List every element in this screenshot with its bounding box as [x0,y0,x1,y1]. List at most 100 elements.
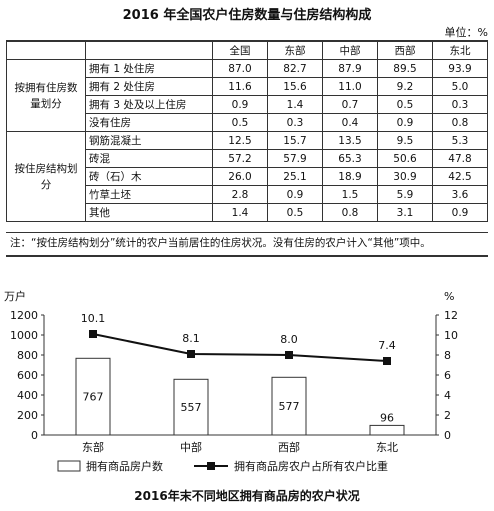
y-tick-label: 0 [31,429,38,442]
x-tick-label: 西部 [278,440,300,454]
table-row: 没有住房 0.5 0.3 0.4 0.9 0.8 [7,113,488,132]
ratio-point [285,351,293,359]
column-header: 东北 [432,40,488,60]
row-label: 拥有 2 处住房 [85,77,213,96]
table-title: 2016 年全国农户住房数量与住房结构构成 [122,8,372,23]
table-cell: 15.7 [267,131,323,150]
table-cell: 82.7 [267,59,323,78]
group-label: 按住房结构划分 [6,131,86,222]
table-cell: 2.8 [212,185,268,204]
table-cell: 12.5 [212,131,268,150]
y-axis-label: 万户 [4,289,26,303]
chart-axes: 万户 % 0 200 400 600 800 1000 1200 0 2 4 6 8 10 12 东部 中部 西部 东… [4,289,458,454]
table-cell: 87.9 [322,59,378,78]
row-label: 其他 [85,203,213,222]
table-cell: 42.5 [432,167,488,186]
bar [173,378,209,436]
bar [369,424,405,436]
legend-line-marker [207,462,215,470]
table-cell: 5.3 [432,131,488,150]
table-row: 砖混 57.2 57.9 65.3 50.6 47.8 [7,149,488,168]
y2-tick-label: 2 [444,409,451,422]
y2-axis-label: % [444,290,454,303]
x-tick-label: 东北 [376,441,398,454]
row-label: 没有住房 [85,113,213,132]
table-cell: 0.3 [432,95,488,114]
table-cell: 89.5 [377,59,433,78]
bar-value-label: 557 [181,401,202,414]
combo-chart: 万户 % 0 200 400 600 800 1000 1200 0 2 4 6 8 10 12 东部 中部 西部 东… [4,289,458,473]
y-tick-label: 1000 [10,329,38,342]
table-cell: 0.5 [212,113,268,132]
table-cell: 3.1 [377,203,433,222]
table-cell: 0.9 [432,203,488,222]
x-tick-label: 东部 [82,440,104,454]
table-cell: 0.7 [322,95,378,114]
item-header-cell [85,40,213,60]
column-header: 中部 [322,40,378,60]
table-cell: 9.5 [377,131,433,150]
y-tick-label: 600 [17,369,38,382]
table-cell: 30.9 [377,167,433,186]
table-cell: 9.2 [377,77,433,96]
table-cell: 0.3 [267,113,323,132]
y-tick-label: 200 [17,409,38,422]
row-label: 钢筋混凝土 [85,131,213,150]
row-label: 拥有 3 处及以上住房 [85,95,213,114]
table-cell: 15.6 [267,77,323,96]
table-cell: 57.9 [267,149,323,168]
ratio-value-label: 10.1 [81,312,106,325]
table-cell: 11.6 [212,77,268,96]
y2-tick-label: 10 [444,329,458,342]
table-row: 其他 1.4 0.5 0.8 3.1 0.9 [7,203,488,222]
legend-bar-swatch [57,460,81,472]
y-tick-label: 800 [17,349,38,362]
ratio-point [187,350,195,358]
bar-value-label: 767 [83,391,104,404]
y-tick-label: 1200 [10,309,38,322]
table-cell: 0.8 [322,203,378,222]
legend-line-label: 拥有商品房农户占所有农户比重 [234,459,388,473]
table-cell: 0.9 [212,95,268,114]
table-cell: 0.5 [267,203,323,222]
chart-bars: 767 557 577 96 [75,357,405,436]
table-cell: 1.4 [212,203,268,222]
table-cell: 3.6 [432,185,488,204]
table-cell: 1.5 [322,185,378,204]
corner-cell [6,40,86,60]
table-row: 按拥有住房数量划分 拥有 1 处住房 87.0 82.7 87.9 89.5 9… [6,59,488,132]
table-cell: 47.8 [432,149,488,168]
column-header: 东部 [267,40,323,60]
y2-tick-label: 6 [444,369,451,382]
table-cell: 57.2 [212,149,268,168]
column-header: 西部 [377,40,433,60]
group-label: 按拥有住房数量划分 [6,59,86,132]
table-cell: 0.4 [322,113,378,132]
table-row: 拥有 2 处住房 11.6 15.6 11.0 9.2 5.0 [7,77,488,96]
table-cell: 13.5 [322,131,378,150]
y2-tick-label: 8 [444,349,451,362]
chart-legend: 拥有商品房户数 拥有商品房农户占所有农户比重 [57,459,388,473]
ratio-value-label: 8.1 [182,332,200,345]
table-cell: 0.5 [377,95,433,114]
chart-title: 2016年末不同地区拥有商品房的农户状况 [134,489,360,503]
y2-tick-label: 4 [444,389,451,402]
table-cell: 65.3 [322,149,378,168]
table-cell: 93.9 [432,59,488,78]
table-cell: 1.4 [267,95,323,114]
row-label: 竹草土坯 [85,185,213,204]
table-cell: 25.1 [267,167,323,186]
table-cell: 0.9 [377,113,433,132]
bar [75,357,111,436]
table-cell: 50.6 [377,149,433,168]
row-label: 砖（石）木 [85,167,213,186]
housing-table: 全国 东部 中部 西部 东北 按拥有住房数量划分 拥有 1 处住房 87.0 8… [6,40,488,222]
y2-tick-label: 0 [444,429,451,442]
table-cell: 11.0 [322,77,378,96]
unit-label: 单位：% [444,26,488,39]
table-cell: 18.9 [322,167,378,186]
x-tick-label: 中部 [180,440,202,454]
table-header-row: 全国 东部 中部 西部 东北 [6,40,488,60]
table-note: 注：“按住房结构划分”统计的农户当前居住的住房状况。没有住房的农户计入“其他”项… [6,232,488,257]
bar-value-label: 96 [380,411,394,424]
